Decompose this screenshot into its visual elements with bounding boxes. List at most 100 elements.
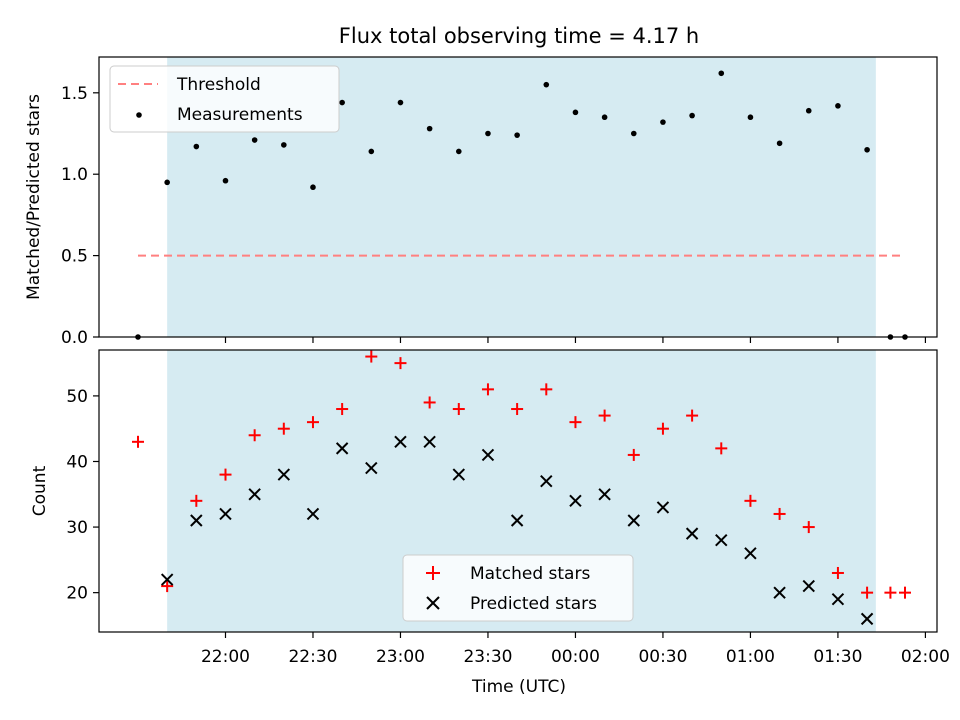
predicted-star-point	[569, 494, 582, 508]
x-tick-label: 00:00	[551, 647, 600, 667]
top-panel: Flux total observing time = 4.17 h 0.0 0.…	[24, 24, 938, 348]
predicted-star-point	[190, 514, 203, 527]
predicted-star-point	[452, 468, 466, 481]
measurement-point	[864, 146, 870, 153]
predicted-star-point	[160, 573, 174, 586]
chart-title: Flux total observing time = 4.17 h	[339, 24, 699, 48]
bottom-y-tick-label: 20	[66, 584, 88, 604]
predicted-star-point	[306, 507, 320, 521]
predicted-star-point	[423, 435, 436, 449]
top-y-axis-label: Matched/Predicted stars	[24, 94, 44, 300]
matched-star-point	[899, 586, 911, 599]
top-y-tick-label: 1.0	[61, 165, 88, 185]
predicted-star-point	[627, 514, 640, 527]
matched-star-point	[219, 468, 232, 481]
matched-star-point	[336, 403, 349, 416]
predicted-star-point	[831, 593, 845, 606]
x-axis-label: Time (UTC)	[471, 677, 566, 697]
measurement-point	[835, 103, 841, 109]
bottom-y-axis-label: Count	[30, 465, 50, 516]
predicted-star-point	[685, 527, 699, 540]
bottom-y-tick-label: 50	[66, 387, 88, 407]
predicted-star-point	[394, 435, 407, 449]
top-legend-box	[109, 65, 340, 133]
measurement-point	[543, 81, 550, 88]
measurement-point	[251, 137, 258, 143]
matched-star-point	[277, 422, 290, 435]
matched-star-point	[132, 435, 144, 448]
predicted-star-point	[860, 612, 874, 626]
top-y-tick-label: 0.0	[61, 328, 88, 348]
matched-star-point	[686, 409, 699, 422]
bottom-y-tick-label: 40	[66, 452, 88, 472]
measurement-point	[164, 179, 170, 186]
measurement-point	[630, 130, 637, 137]
predicted-star-point	[365, 461, 378, 475]
measurement-point	[455, 148, 462, 155]
matched-star-point	[802, 521, 815, 534]
matched-star-point	[744, 494, 757, 507]
top-legend: Threshold Measurements	[109, 65, 340, 133]
measurement-point	[776, 140, 783, 147]
matched-star-point	[423, 396, 436, 409]
matched-star-point	[161, 580, 174, 593]
predicted-star-point	[248, 488, 261, 501]
measurement-point	[689, 112, 695, 119]
x-tick-label: 01:00	[726, 647, 775, 667]
matched-star-point	[452, 403, 465, 416]
predicted-star-point	[510, 514, 524, 527]
x-tick-label: 01:30	[813, 647, 862, 667]
top-y-tick-label: 1.5	[61, 84, 88, 104]
matched-star-point	[511, 403, 524, 416]
predicted-star-point	[656, 501, 670, 514]
measurement-point	[485, 130, 491, 137]
legend-predicted-swatch	[426, 596, 440, 610]
x-tick-label: 23:00	[376, 647, 425, 667]
measurement-point	[368, 148, 375, 155]
predicted-star-point	[481, 448, 495, 462]
bottom-y-tick-label: 30	[66, 518, 88, 538]
matched-star-point	[248, 429, 261, 442]
top-plot-frame	[98, 56, 938, 338]
matched-star-point	[540, 383, 553, 396]
matched-star-point	[627, 448, 640, 461]
matched-star-point	[715, 442, 728, 455]
matched-star-point	[598, 409, 611, 422]
matched-star-point	[365, 350, 378, 363]
measurement-point	[281, 142, 287, 148]
matched-star-point	[394, 357, 407, 370]
legend-measurements-label: Measurements	[177, 105, 303, 125]
bottom-legend-box	[402, 554, 634, 622]
matched-star-point	[861, 586, 874, 599]
measurement-point	[747, 114, 754, 121]
predicted-star-point	[335, 442, 349, 455]
legend-matched-swatch	[426, 566, 440, 580]
measurement-point	[222, 177, 229, 184]
predicted-star-point	[540, 474, 553, 488]
predicted-star-point	[715, 533, 728, 547]
predicted-star-point	[744, 547, 757, 560]
matched-star-point	[481, 383, 494, 396]
measurement-point	[514, 132, 520, 138]
matched-star-point	[569, 416, 582, 429]
matched-star-point	[306, 416, 319, 429]
top-y-tick-label: 0.5	[61, 247, 88, 267]
x-tick-label: 23:30	[463, 647, 512, 667]
measurement-point	[660, 119, 666, 125]
matched-star-point	[773, 507, 786, 520]
measurement-point	[718, 70, 725, 77]
measurement-point	[805, 107, 812, 114]
matched-star-point	[831, 566, 844, 579]
predicted-star-point	[219, 507, 232, 521]
measurement-point	[339, 99, 345, 106]
x-tick-label: 00:30	[638, 647, 687, 667]
bottom-panel: 22:00 22:30 23:00 23:30 00:00 00:30 01:00 01:30…	[30, 349, 950, 697]
matched-star-point	[656, 422, 669, 435]
measurement-point	[310, 184, 316, 191]
legend-threshold-label: Threshold	[176, 75, 261, 95]
measurement-point	[397, 99, 404, 106]
predicted-star-point	[598, 488, 611, 501]
predicted-star-point	[802, 579, 815, 593]
legend-predicted-label: Predicted stars	[470, 594, 597, 614]
